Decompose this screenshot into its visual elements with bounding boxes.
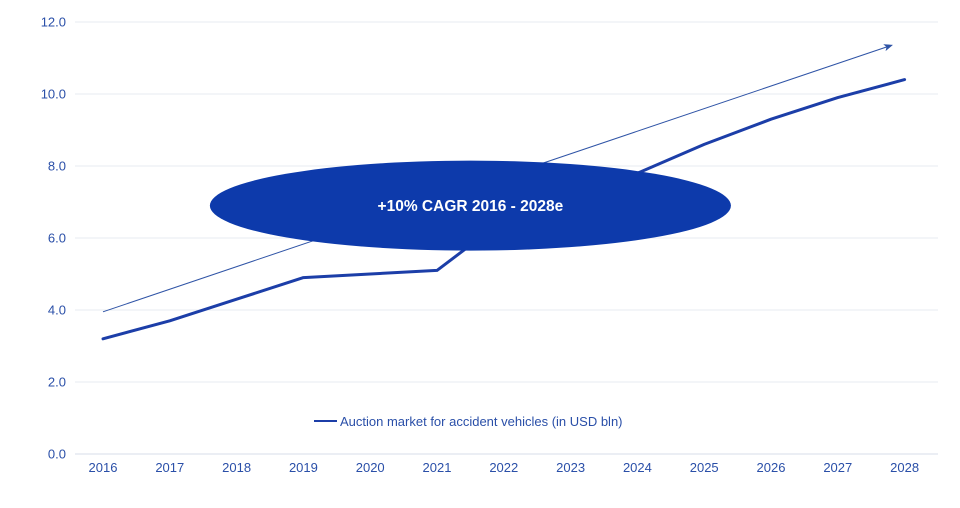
legend-line-marker [314,419,337,423]
x-axis-tick-label: 2019 [289,460,318,475]
x-axis-tick-label: 2020 [356,460,385,475]
x-axis-tick-label: 2022 [489,460,518,475]
y-axis-tick-label: 0.0 [48,447,66,462]
x-axis-tick-label: 2026 [757,460,786,475]
x-axis-tick-label: 2017 [155,460,184,475]
x-axis-tick-label: 2016 [89,460,118,475]
x-axis-tick-label: 2027 [823,460,852,475]
y-axis-tick-label: 2.0 [48,375,66,390]
y-axis-tick-label: 4.0 [48,303,66,318]
y-axis-tick-label: 10.0 [41,87,66,102]
x-axis-tick-label: 2028 [890,460,919,475]
y-axis-tick-label: 6.0 [48,231,66,246]
x-axis-tick-label: 2025 [690,460,719,475]
y-axis-tick-label: 8.0 [48,159,66,174]
legend-label: Auction market for accident vehicles (in… [340,413,623,429]
legend: Auction market for accident vehicles (in… [314,413,623,429]
y-axis-tick-label: 12.0 [41,15,66,30]
x-axis-tick-label: 2024 [623,460,652,475]
x-axis-tick-label: 2023 [556,460,585,475]
x-axis-tick-label: 2018 [222,460,251,475]
x-axis-tick-label: 2021 [423,460,452,475]
cagr-ellipse [209,160,731,251]
cagr-label: +10% CAGR 2016 - 2028e [378,198,564,215]
